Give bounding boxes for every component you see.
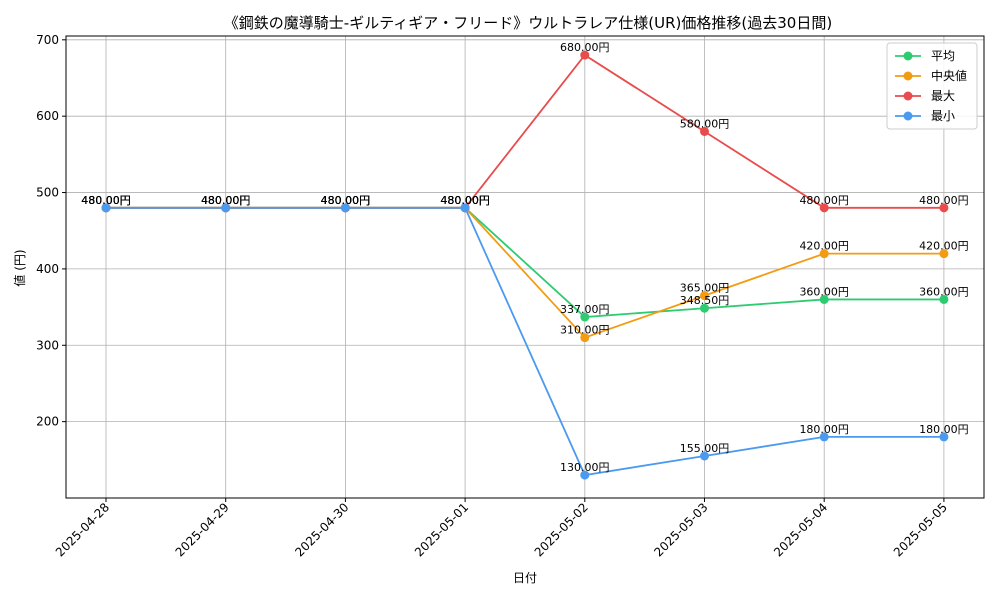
y-axis-label: 値 (円) <box>12 249 27 286</box>
data-label: 180.00円 <box>799 423 849 436</box>
data-label: 480.00円 <box>440 194 490 207</box>
x-tick-label: 2025-05-05 <box>891 500 950 559</box>
x-tick-label: 2025-05-02 <box>532 500 591 559</box>
data-point <box>939 203 949 213</box>
x-tick-label: 2025-05-04 <box>771 500 830 559</box>
data-label: 480.00円 <box>201 194 251 207</box>
y-tick-label: 700 <box>36 33 59 47</box>
x-tick-label: 2025-05-01 <box>412 500 471 559</box>
series-line <box>106 206 944 477</box>
x-tick-label: 2025-04-29 <box>173 500 232 559</box>
data-point <box>700 291 709 301</box>
data-point <box>700 303 709 313</box>
series-group <box>101 50 949 480</box>
y-tick-label: 300 <box>36 338 59 352</box>
data-point <box>580 470 590 480</box>
data-point <box>580 50 590 60</box>
legend-entry: 最小 <box>931 109 955 123</box>
data-label: 348.50円 <box>680 294 730 307</box>
data-point <box>939 432 949 442</box>
x-tick-label: 2025-04-30 <box>292 500 351 559</box>
data-label: 360.00円 <box>919 285 969 298</box>
data-point <box>580 312 590 322</box>
data-label: 310.00円 <box>560 324 610 337</box>
data-point <box>819 203 829 213</box>
data-point <box>939 249 949 259</box>
y-tick-label: 500 <box>36 186 59 200</box>
data-label: 360.00円 <box>799 285 849 298</box>
legend-marker <box>903 51 913 61</box>
legend-box <box>886 42 978 130</box>
data-label: 580.00円 <box>680 117 730 130</box>
data-point <box>700 451 709 461</box>
y-tick-label: 200 <box>36 415 59 429</box>
data-label: 480.00円 <box>81 194 131 207</box>
y-tick-label: 600 <box>36 109 59 123</box>
data-point <box>101 203 111 213</box>
data-point <box>700 126 709 136</box>
data-point <box>221 203 231 213</box>
data-label: 480.00円 <box>201 194 251 207</box>
data-label: 480.00円 <box>201 194 251 207</box>
data-label: 480.00円 <box>919 194 969 207</box>
legend-marker <box>903 111 913 121</box>
x-axis: 2025-04-28 2025-04-29 2025-04-30 2025-05-01… <box>53 498 950 559</box>
data-label: 480.00円 <box>440 194 490 207</box>
legend-entry: 中央値 <box>931 68 967 83</box>
data-label: 480.00円 <box>321 194 371 207</box>
data-label: 420.00円 <box>799 240 849 253</box>
data-point <box>580 333 590 343</box>
data-point <box>460 203 470 213</box>
data-label: 180.00円 <box>919 423 969 436</box>
grid-lines <box>66 36 984 498</box>
data-point <box>819 294 829 304</box>
x-tick-label: 2025-04-28 <box>53 500 112 559</box>
plot-frame <box>65 35 985 499</box>
data-point <box>819 432 829 442</box>
data-label: 480.00円 <box>81 194 131 207</box>
data-label: 480.00円 <box>81 194 131 207</box>
data-label: 480.00円 <box>799 194 849 207</box>
data-label: 480.00円 <box>321 194 371 207</box>
legend-entry: 最大 <box>931 89 955 103</box>
series-line <box>106 206 944 339</box>
y-tick-label: 400 <box>36 262 59 276</box>
x-tick-label: 2025-05-03 <box>651 500 710 559</box>
data-label: 130.00円 <box>560 461 610 474</box>
series-line <box>106 53 944 209</box>
data-labels: 480.00円 480.00円 480.00円 480.00円 337.00円 348.5… <box>81 41 968 474</box>
x-axis-label: 日付 <box>513 571 537 585</box>
data-label: 337.00円 <box>560 303 610 316</box>
data-label: 480.00円 <box>440 194 490 207</box>
data-label: 480.00円 <box>321 194 371 207</box>
y-axis: 200 300 400 500 600 700 <box>36 33 66 429</box>
data-label: 420.00円 <box>919 240 969 253</box>
data-label: 480.00円 <box>81 194 131 207</box>
data-point <box>340 203 350 213</box>
data-label: 480.00円 <box>201 194 251 207</box>
data-label: 680.00円 <box>560 41 610 54</box>
chart-title: 《鋼鉄の魔導騎士-ギルティギア・フリード》ウルトラレア仕様(UR)価格推移(過去… <box>224 14 832 32</box>
legend-marker <box>903 91 913 101</box>
series-line <box>106 206 944 318</box>
data-label: 365.00円 <box>680 282 730 295</box>
data-point <box>819 249 829 259</box>
data-label: 480.00円 <box>440 194 490 207</box>
data-label: 155.00円 <box>680 442 730 455</box>
legend-marker <box>903 71 913 81</box>
data-point <box>939 294 949 304</box>
data-label: 480.00円 <box>321 194 371 207</box>
legend-entry: 平均 <box>931 49 955 63</box>
